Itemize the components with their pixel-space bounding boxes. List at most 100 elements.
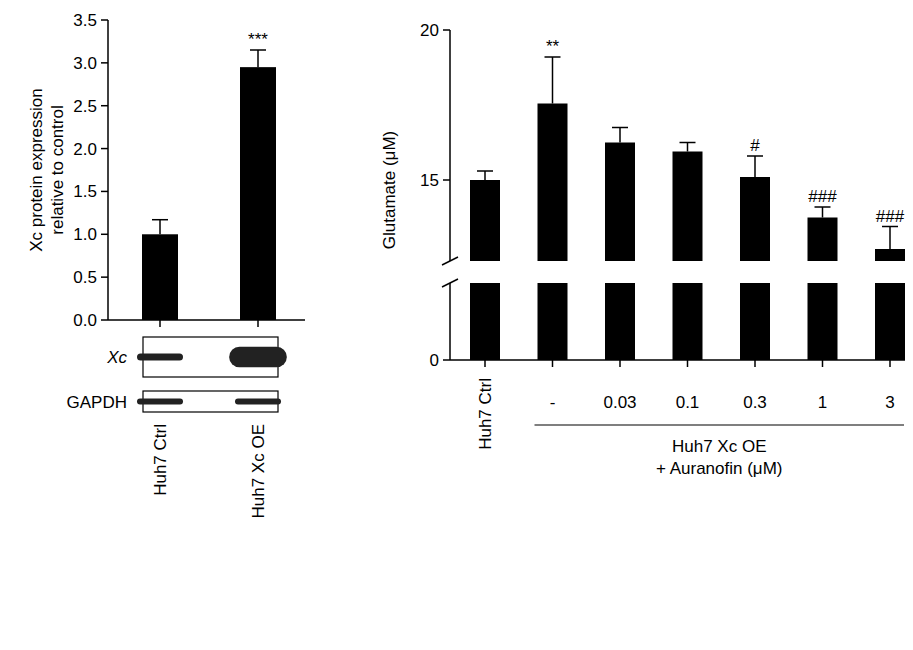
error-line — [159, 220, 161, 235]
bar — [240, 67, 276, 320]
bar — [808, 218, 838, 262]
error-bar — [815, 207, 831, 218]
y-tick-label: 0.5 — [73, 268, 97, 287]
error-cap — [680, 142, 696, 144]
bar-lower — [605, 283, 635, 360]
bar — [740, 177, 770, 261]
y-axis-label: Glutamate (μM) — [380, 131, 399, 249]
axis-break — [442, 279, 458, 287]
error-cap — [545, 56, 561, 58]
y-tick-label: 15 — [420, 171, 439, 190]
chart-1: Xc protein expressionrelative to control… — [27, 11, 305, 519]
blot-band — [137, 354, 183, 361]
x-tick — [619, 360, 621, 367]
significance: *** — [248, 30, 268, 49]
western-blot: Xc GAPDH — [67, 337, 287, 412]
x-tick-label: 0.3 — [743, 393, 767, 412]
error-bar — [477, 171, 493, 180]
x-tick-label: 0.1 — [676, 393, 700, 412]
group-line — [535, 424, 905, 425]
error-line — [822, 207, 824, 218]
blot-label: GAPDH — [67, 393, 127, 412]
error-bar — [680, 143, 696, 152]
x-tick-label: - — [550, 393, 556, 412]
y-tick-label: 1.5 — [73, 182, 97, 201]
x-tick — [889, 360, 891, 367]
x-tick-label: 3 — [885, 393, 894, 412]
y-tick — [443, 179, 450, 181]
plot-area — [142, 50, 276, 320]
error-bar — [545, 57, 561, 104]
x-tick-label: Huh7 Ctrl — [151, 424, 170, 496]
bar — [470, 180, 500, 261]
error-bar — [882, 227, 898, 250]
bar — [142, 234, 178, 320]
y-tick-label: 0 — [430, 351, 439, 370]
blot-band — [229, 347, 287, 368]
bar-lower — [740, 283, 770, 360]
bar-lower — [538, 283, 568, 360]
bar — [875, 249, 905, 261]
group-label: + Auranofin (μM) — [656, 459, 783, 478]
bar-lower — [470, 283, 500, 360]
y-tick-label: 20 — [420, 21, 439, 40]
y-tick — [101, 191, 108, 193]
error-cap — [747, 155, 763, 157]
x-tick-label: Huh7 Ctrl — [476, 378, 495, 450]
bar-lower — [875, 283, 905, 360]
y-axis-label: Xc protein expression — [27, 88, 46, 251]
x-tick — [822, 360, 824, 367]
error-line — [484, 171, 486, 180]
y-tick — [443, 359, 450, 361]
y-tick-label: 2.5 — [73, 97, 97, 116]
x-tick — [484, 360, 486, 367]
significance: ### — [876, 207, 905, 226]
error-bar — [152, 220, 168, 235]
y-axis — [449, 283, 451, 360]
x-tick — [257, 320, 259, 327]
bar — [538, 104, 568, 262]
y-tick — [101, 19, 108, 21]
y-tick — [443, 29, 450, 31]
error-line — [257, 50, 259, 67]
y-tick-label: 3.5 — [73, 11, 97, 30]
x-tick — [754, 360, 756, 367]
blot-label: Xc — [106, 348, 127, 367]
error-line — [754, 156, 756, 177]
axis-break — [442, 257, 458, 265]
bar-lower — [808, 283, 838, 360]
y-tick — [101, 62, 108, 64]
bar — [673, 152, 703, 262]
error-line — [687, 143, 689, 152]
error-line — [552, 57, 554, 104]
y-tick — [101, 105, 108, 107]
error-bar — [250, 50, 266, 67]
x-tick — [687, 360, 689, 367]
error-line — [619, 128, 621, 143]
blot-band — [235, 399, 281, 405]
error-cap — [152, 219, 168, 221]
significance: # — [750, 136, 760, 155]
error-cap — [815, 206, 831, 208]
group-label: Huh7 Xc OE — [672, 437, 767, 456]
x-tick-label: 1 — [818, 393, 827, 412]
error-cap — [477, 170, 493, 172]
error-bar — [747, 156, 763, 177]
chart-2: Glutamate (μM)01520Huh7 Ctrl-0.030.10.31… — [380, 21, 905, 478]
y-tick-label: 2.0 — [73, 140, 97, 159]
error-cap — [882, 226, 898, 228]
y-tick — [101, 319, 108, 321]
error-cap — [612, 127, 628, 129]
y-tick — [101, 276, 108, 278]
bar-lower — [673, 283, 703, 360]
error-line — [889, 227, 891, 250]
x-tick — [159, 320, 161, 327]
plot-area-lower — [470, 283, 905, 360]
error-cap — [250, 49, 266, 51]
plot-area-upper — [470, 57, 905, 261]
y-axis — [449, 30, 451, 261]
y-tick — [101, 234, 108, 236]
y-tick-label: 3.0 — [73, 54, 97, 73]
figure: Xc protein expressionrelative to control… — [0, 0, 913, 650]
significance: ### — [808, 187, 837, 206]
